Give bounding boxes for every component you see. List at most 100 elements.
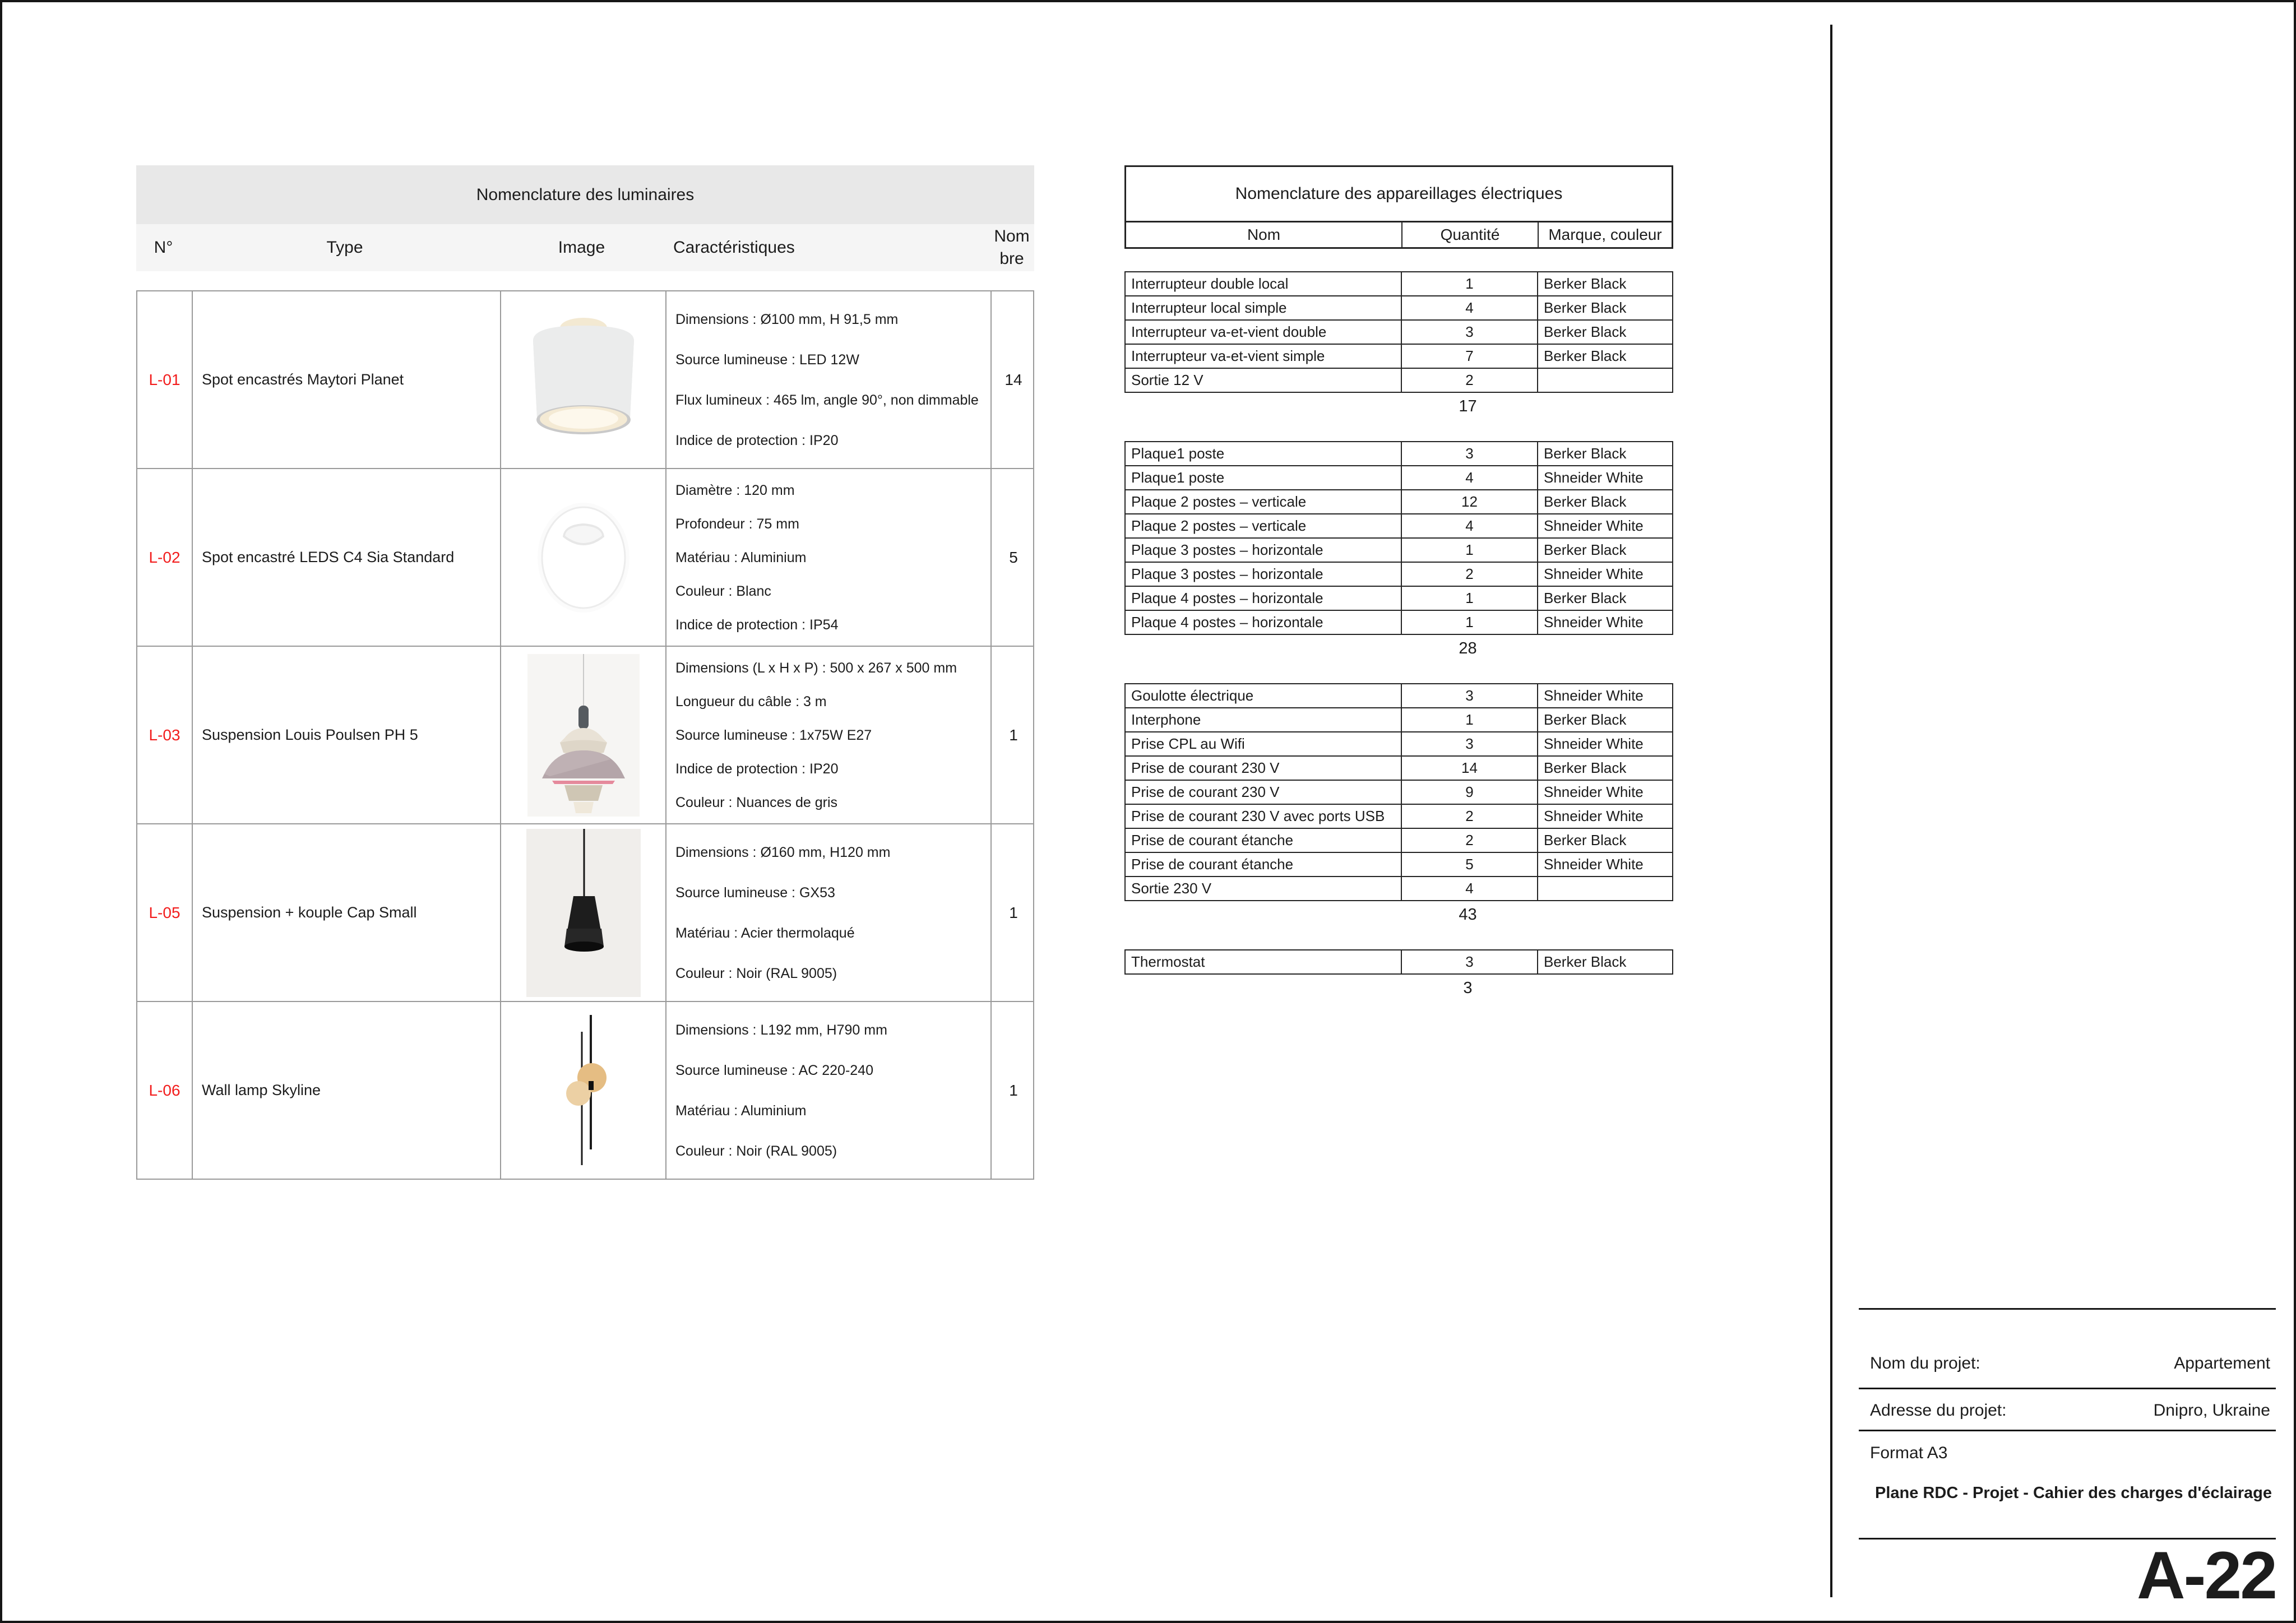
luminaires-table-body: L-01 Spot encastrés Maytori Planet Dimen… — [136, 290, 1034, 1180]
row-characteristics: Dimensions : Ø160 mm, H120 mm Source lum… — [665, 824, 990, 1001]
row-brand: Berker Black — [1537, 950, 1671, 973]
luminaires-table-title: Nomenclature des luminaires — [136, 165, 1034, 224]
row-name: Goulotte électrique — [1131, 687, 1254, 704]
row-brand: Shneider White — [1537, 563, 1671, 586]
table-row: Prise de courant étanche 2 Berker Black — [1126, 828, 1672, 852]
title-block-rule — [1859, 1308, 2276, 1310]
characteristic-line: Profondeur : 75 mm — [675, 516, 799, 532]
row-name: Prise de courant étanche — [1131, 856, 1294, 873]
row-count: 1 — [990, 824, 1035, 1001]
row-name: Plaque 4 postes – horizontale — [1131, 614, 1323, 630]
table-row: Interrupteur local simple 4 Berker Black — [1126, 295, 1672, 319]
characteristic-line: Matériau : Acier thermolaqué — [675, 925, 855, 941]
table-row: Prise de courant étanche 5 Shneider Whit… — [1126, 852, 1672, 876]
subtotal-value: 28 — [1459, 639, 1477, 657]
characteristic-line: Dimensions (L x H x P) : 500 x 267 x 500… — [675, 660, 957, 676]
block-subtotal: 28 — [1124, 635, 1673, 661]
characteristic-line: Source lumineuse : GX53 — [675, 884, 835, 901]
right-strip-divider-line — [1830, 25, 1832, 1597]
row-name: Sortie 230 V — [1131, 880, 1212, 897]
electrical-block-switches: Interrupteur double local 1 Berker Black… — [1124, 271, 1673, 393]
table-row: L-06 Wall lamp Skyline Dimensions : L192… — [137, 1001, 1033, 1179]
title-block-rule — [1859, 1538, 2276, 1539]
row-name: Interrupteur va-et-vient simple — [1131, 347, 1325, 364]
subtotal-value: 43 — [1459, 906, 1477, 924]
row-brand: Berker Black — [1537, 296, 1671, 319]
table-row: Plaque 3 postes – horizontale 2 Shneider… — [1126, 562, 1672, 586]
row-brand: Berker Black — [1537, 757, 1671, 780]
row-type: Suspension + kouple Cap Small — [192, 824, 500, 1001]
table-row: Thermostat 3 Berker Black — [1126, 950, 1672, 973]
block-subtotal: 43 — [1124, 901, 1673, 927]
col-header-num: N° — [154, 238, 173, 257]
row-name: Interrupteur local simple — [1131, 299, 1287, 316]
table-row: Plaque 3 postes – horizontale 1 Berker B… — [1126, 537, 1672, 562]
col-header-qty: Quantité — [1401, 222, 1538, 247]
row-qty: 3 — [1401, 950, 1537, 973]
row-qty: 1 — [1401, 539, 1537, 562]
row-name: Interrupteur va-et-vient double — [1131, 323, 1327, 340]
table-row: Interrupteur double local 1 Berker Black — [1126, 272, 1672, 295]
row-name: Sortie 12 V — [1131, 372, 1203, 388]
electrical-block-outlets: Goulotte électrique 3 Shneider White Int… — [1124, 683, 1673, 901]
table-row: Sortie 230 V 4 — [1126, 876, 1672, 900]
row-name: Plaque1 poste — [1131, 469, 1225, 486]
row-brand: Shneider White — [1537, 514, 1671, 537]
table-row: L-05 Suspension + kouple Cap Small Dimen… — [137, 823, 1033, 1001]
row-brand: Shneider White — [1537, 466, 1671, 489]
row-qty: 9 — [1401, 781, 1537, 804]
block-subtotal: 17 — [1124, 393, 1673, 419]
col-header-name: Nom — [1247, 226, 1281, 243]
row-count: 1 — [990, 1002, 1035, 1179]
row-qty: 7 — [1401, 345, 1537, 368]
row-type: Spot encastrés Maytori Planet — [192, 291, 500, 468]
ceiling-cylinder-lamp-image — [500, 291, 665, 468]
characteristic-line: Couleur : Blanc — [675, 583, 771, 599]
subtotal-value: 17 — [1459, 397, 1477, 415]
row-qty: 4 — [1401, 296, 1537, 319]
characteristic-line: Dimensions : L192 mm, H790 mm — [675, 1022, 887, 1038]
table-row: L-02 Spot encastré LEDS C4 Sia Standard … — [137, 468, 1033, 646]
row-characteristics: Diamètre : 120 mm Profondeur : 75 mm Mat… — [665, 469, 990, 646]
project-name-label: Nom du projet: — [1870, 1354, 1980, 1372]
row-brand: Berker Black — [1537, 442, 1671, 465]
ph5-pendant-lamp-image — [500, 647, 665, 823]
row-brand — [1537, 877, 1671, 900]
table-row: Interrupteur va-et-vient double 3 Berker… — [1126, 319, 1672, 344]
row-type: Spot encastré LEDS C4 Sia Standard — [192, 469, 500, 646]
row-brand: Berker Black — [1537, 490, 1671, 513]
table-row: Prise de courant 230 V 14 Berker Black — [1126, 755, 1672, 780]
block-subtotal: 3 — [1124, 975, 1673, 1000]
table-row: Interphone 1 Berker Black — [1126, 707, 1672, 731]
col-header-brand: Marque, couleur — [1538, 222, 1672, 247]
characteristic-line: Dimensions : Ø100 mm, H 91,5 mm — [675, 311, 899, 327]
table-row: Plaque1 poste 3 Berker Black — [1126, 442, 1672, 465]
row-name: Plaque1 poste — [1131, 445, 1225, 462]
table-row: L-03 Suspension Louis Poulsen PH 5 Di — [137, 646, 1033, 823]
row-qty: 12 — [1401, 490, 1537, 513]
skyline-wall-lamp-image — [500, 1002, 665, 1179]
row-name: Interphone — [1131, 711, 1201, 728]
row-qty: 3 — [1401, 684, 1537, 707]
row-qty: 2 — [1401, 563, 1537, 586]
recessed-round-spot-image — [500, 469, 665, 646]
table-row: Plaque 2 postes – verticale 12 Berker Bl… — [1126, 489, 1672, 513]
row-qty: 14 — [1401, 757, 1537, 780]
table-row: Plaque1 poste 4 Shneider White — [1126, 465, 1672, 489]
row-brand — [1537, 369, 1671, 392]
table-row: Interrupteur va-et-vient simple 7 Berker… — [1126, 344, 1672, 368]
characteristic-line: Couleur : Noir (RAL 9005) — [675, 1143, 837, 1159]
electrical-table-header-row: Nom Quantité Marque, couleur — [1124, 222, 1673, 249]
row-count: 1 — [990, 647, 1035, 823]
table-row: Sortie 12 V 2 — [1126, 368, 1672, 392]
row-brand: Shneider White — [1537, 781, 1671, 804]
characteristic-line: Source lumineuse : AC 220-240 — [675, 1062, 873, 1078]
title-block-rule — [1859, 1388, 2276, 1389]
row-characteristics: Dimensions : Ø100 mm, H 91,5 mm Source l… — [665, 291, 990, 468]
sheet-format: Format A3 — [1870, 1444, 1948, 1462]
characteristic-line: Matériau : Aluminium — [675, 549, 807, 565]
table-row: Prise de courant 230 V 9 Shneider White — [1126, 780, 1672, 804]
row-name: Plaque 2 postes – verticale — [1131, 517, 1307, 534]
table-row: Plaque 4 postes – horizontale 1 Berker B… — [1126, 586, 1672, 610]
